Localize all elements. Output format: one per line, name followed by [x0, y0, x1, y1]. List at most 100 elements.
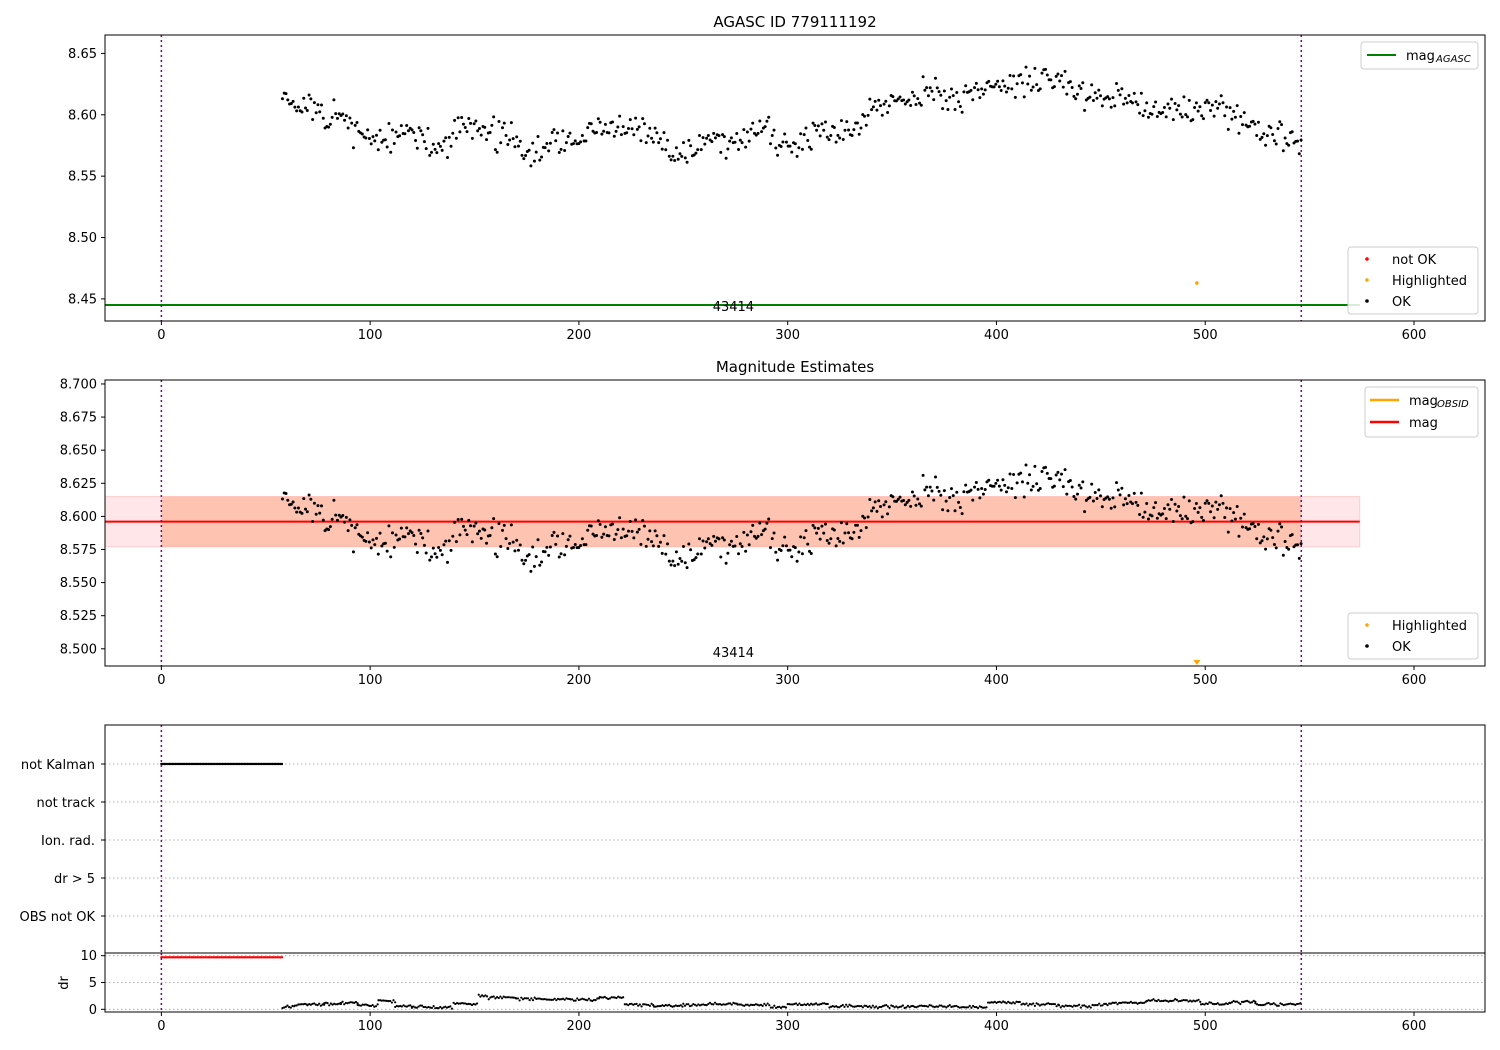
flag-row-label-2: Ion. rad.: [41, 834, 95, 849]
dr-ok-point: [733, 1002, 737, 1005]
dr-ok-point: [818, 1003, 821, 1006]
panel2-ok-point: [642, 524, 646, 528]
panel1-ok-point: [1297, 152, 1301, 156]
panel1-ok-point: [573, 139, 577, 143]
panel1-ok-point: [655, 131, 659, 135]
panel1-ok-point: [925, 86, 929, 90]
panel2-ok-point: [918, 502, 922, 506]
dr-ok-point: [997, 1000, 1000, 1004]
panel1-ok-point: [495, 150, 499, 154]
dr-ok-point: [1124, 1001, 1128, 1004]
panel1-ok-point: [916, 97, 920, 101]
panel1-ok-point: [644, 141, 648, 145]
panel2-ok-point: [422, 543, 426, 547]
dr-ok-point: [1071, 1005, 1074, 1008]
dr-ok-point: [811, 1003, 814, 1006]
dr-ok-point: [457, 1002, 460, 1005]
dr-ok-point: [485, 995, 489, 998]
panel2-axes-frame: [104, 379, 1486, 667]
panel1-ok-point: [910, 90, 914, 94]
dr-ok-point: [966, 1006, 970, 1009]
panel2-ok-point: [488, 533, 492, 537]
panel1-ok-point: [456, 116, 460, 120]
panel1-ok-point: [547, 149, 551, 153]
panel2-ok-point: [866, 515, 870, 519]
dr-ok-point: [572, 999, 576, 1002]
panel1-ok-point: [557, 150, 561, 154]
panel1-ok-point: [302, 96, 306, 100]
panel2-ok-point: [1290, 533, 1294, 537]
panel1-xtick-label-4: 400: [984, 328, 1009, 343]
dr-ok-point: [905, 1006, 908, 1009]
panel2-ok-point: [573, 542, 577, 546]
dr-ok-point: [898, 1005, 901, 1009]
panel1-ok-point: [469, 121, 473, 125]
panel1-ok-point: [1107, 97, 1111, 101]
panel2-ok-point: [1262, 535, 1266, 539]
dr-ok-point: [382, 999, 385, 1002]
panel1-ok-point: [1193, 106, 1197, 110]
dr-ok-point: [971, 1004, 975, 1008]
panel2-ok-point: [417, 528, 421, 532]
panel2-ok-point: [497, 522, 501, 526]
panel2-ok-point: [440, 553, 444, 557]
panel1-ok-point: [880, 113, 884, 117]
dr-ok-point: [669, 1004, 672, 1008]
dr-ok-point: [1027, 1004, 1030, 1007]
panel1-ok-point: [479, 133, 483, 137]
dr-ok-point: [763, 1002, 766, 1005]
panel1-ok-point: [335, 116, 339, 120]
panel1-ok-point: [738, 138, 742, 142]
panel1-ok-point: [330, 115, 334, 119]
panel2-ok-point: [1063, 468, 1067, 472]
panel2-ok-point: [332, 498, 336, 502]
dr-ok-point: [933, 1005, 936, 1009]
panel1-ok-point: [962, 90, 966, 94]
panel1-legend-point-label-0: not OK: [1392, 253, 1437, 268]
dr-ok-point: [1204, 1002, 1208, 1005]
dr-ok-point: [603, 995, 606, 998]
dr-ok-point: [911, 1004, 915, 1008]
panel1-ok-point: [1226, 127, 1230, 131]
dr-ok-point: [318, 1002, 321, 1005]
dr-ok-point: [923, 1004, 926, 1008]
dr-ok-point: [571, 998, 574, 1001]
panel2-ok-point: [1088, 495, 1092, 499]
dr-ok-point: [707, 1002, 710, 1006]
panel1-ok-point: [692, 153, 696, 157]
dr-ok-point: [1000, 1001, 1003, 1004]
panel1-ok-point: [1035, 83, 1039, 87]
dr-ok-point: [930, 1004, 933, 1007]
dr-ok-point: [781, 1005, 784, 1008]
panel1-ok-point: [1191, 118, 1195, 122]
panel2-ok-point: [1221, 501, 1225, 505]
dr-ok-point: [901, 1004, 905, 1007]
dr-ok-point: [1121, 1001, 1124, 1004]
dr-ok-point: [289, 1006, 292, 1009]
panel1-ok-point: [360, 132, 364, 136]
dr-ok-point: [445, 1006, 449, 1009]
dr-ok-point: [1223, 1003, 1226, 1006]
panel1-xtick-label-1: 100: [358, 328, 383, 343]
panel1-ok-point: [667, 154, 671, 158]
panel2-ok-point: [1258, 541, 1262, 545]
dr-ok-point: [779, 1006, 783, 1009]
panel2-ok-point: [1132, 491, 1136, 495]
panel4-ytick-label-0: 0: [89, 1003, 97, 1018]
panel1-ok-point: [463, 126, 467, 130]
panel1-ok-point: [1100, 104, 1104, 108]
panel2-ok-point: [524, 558, 528, 562]
panel1-ok-point: [603, 122, 607, 126]
panel1-ok-point: [767, 115, 771, 119]
dr-ok-point: [794, 1002, 798, 1005]
panel1-ok-point: [823, 120, 827, 124]
panel2-ok-point: [385, 549, 389, 553]
dr-ok-point: [1185, 999, 1188, 1002]
panel2-ok-point: [442, 543, 446, 547]
dr-ok-point: [351, 1001, 354, 1004]
dr-ok-point: [756, 1003, 759, 1006]
panel1-ok-point: [680, 154, 684, 158]
dr-ok-point: [394, 1005, 397, 1009]
panel1-ok-point: [882, 102, 886, 106]
panel1-ok-point: [522, 157, 526, 161]
